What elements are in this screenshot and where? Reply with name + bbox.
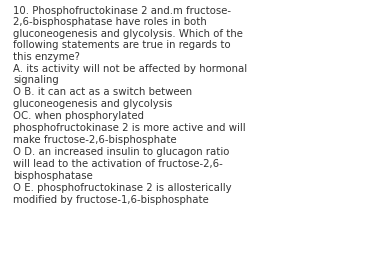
Text: gluconeogenesis and glycolysis. Which of the: gluconeogenesis and glycolysis. Which of… (13, 28, 243, 39)
Text: O B. it can act as a switch between: O B. it can act as a switch between (13, 87, 192, 97)
Text: following statements are true in regards to: following statements are true in regards… (13, 40, 231, 50)
Text: 10. Phosphofructokinase 2 and.m fructose-: 10. Phosphofructokinase 2 and.m fructose… (13, 6, 231, 16)
Text: O E. phosphofructokinase 2 is allosterically: O E. phosphofructokinase 2 is allosteric… (13, 182, 232, 193)
Text: 2,6-bisphosphatase have roles in both: 2,6-bisphosphatase have roles in both (13, 17, 207, 27)
Text: A. its activity will not be affected by hormonal: A. its activity will not be affected by … (13, 64, 247, 74)
Text: bisphosphatase: bisphosphatase (13, 170, 93, 180)
Text: O D. an increased insulin to glucagon ratio: O D. an increased insulin to glucagon ra… (13, 146, 230, 156)
Text: make fructose-2,6-bisphosphate: make fructose-2,6-bisphosphate (13, 134, 177, 144)
Text: OC. when phosphorylated: OC. when phosphorylated (13, 110, 144, 120)
Text: this enzyme?: this enzyme? (13, 51, 80, 61)
Text: gluconeogenesis and glycolysis: gluconeogenesis and glycolysis (13, 98, 173, 108)
Text: will lead to the activation of fructose-2,6-: will lead to the activation of fructose-… (13, 158, 223, 168)
Text: modified by fructose-1,6-bisphosphate: modified by fructose-1,6-bisphosphate (13, 194, 209, 204)
Text: signaling: signaling (13, 75, 59, 85)
Text: phosphofructokinase 2 is more active and will: phosphofructokinase 2 is more active and… (13, 122, 246, 132)
